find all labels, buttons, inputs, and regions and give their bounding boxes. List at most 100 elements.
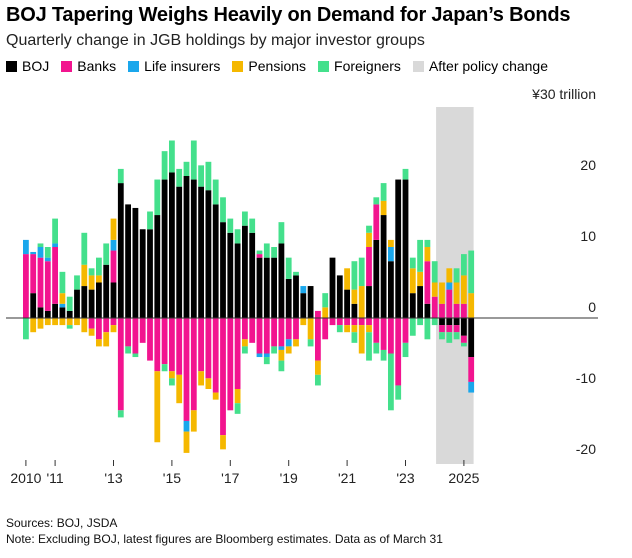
bar-foreigners-q56 <box>431 261 438 283</box>
bar-foreigners-q17 <box>147 211 153 230</box>
bar-banks-neg-q25 <box>205 318 212 379</box>
legend-item-banks: Banks <box>61 58 116 74</box>
bar-pensions-q5 <box>59 293 66 304</box>
bar-boj-q17 <box>147 229 153 318</box>
bar-boj-q37 <box>293 275 299 318</box>
bar-pensions-neg-q10 <box>96 339 102 347</box>
legend-swatch-pensions <box>232 60 244 72</box>
bar-banks-neg-q35 <box>278 318 285 347</box>
bar-pensions-neg-q8 <box>81 318 88 333</box>
bar-banks-neg-q12 <box>110 318 117 326</box>
bar-foreigners-neg-q56 <box>431 318 438 326</box>
x-tick-label: '21 <box>338 470 356 486</box>
bar-pensions-q44 <box>344 268 350 290</box>
bar-banks-neg-q30 <box>242 318 248 340</box>
bar-banks-neg-q52 <box>402 318 409 343</box>
bar-banks-neg-q49 <box>380 318 387 350</box>
bar-boj-neg-q61 <box>468 318 475 358</box>
bar-boj-q7 <box>74 289 80 318</box>
bar-boj-neg-q58 <box>446 318 453 326</box>
legend-swatch-banks <box>61 60 73 72</box>
bar-banks-neg-q40 <box>315 318 321 361</box>
legend: BOJ Banks Life insurers Pensions Foreign… <box>6 58 560 74</box>
bar-foreigners-neg-q55 <box>424 318 431 340</box>
x-tick-label: '13 <box>104 470 122 486</box>
bar-foreigners-neg-q13 <box>117 410 124 418</box>
footer-sources: Sources: BOJ, JSDA <box>6 516 118 530</box>
bar-boj-q45 <box>351 303 358 318</box>
bar-boj-q15 <box>132 207 139 318</box>
bar-boj-q4 <box>52 303 58 318</box>
bar-pensions-neg-q4 <box>52 318 58 326</box>
bar-boj-q21 <box>176 186 183 318</box>
bar-banks-q59 <box>453 303 460 318</box>
bar-pensions-neg-q2 <box>37 318 44 329</box>
bar-banks-q58 <box>446 289 453 318</box>
bar-boj-q28 <box>227 232 234 318</box>
bar-foreigners-neg-q50 <box>388 353 394 411</box>
bar-foreigners-q28 <box>227 218 234 233</box>
bar-banks-neg-q42 <box>329 318 336 326</box>
bar-life-insurers-q5 <box>59 303 66 308</box>
bar-foreigners-neg-q60 <box>461 342 467 347</box>
bar-foreigners-neg-q47 <box>366 332 372 361</box>
bar-boj-q26 <box>212 204 219 318</box>
bar-pensions-q58 <box>446 268 453 283</box>
y-tick-label: -20 <box>576 441 596 457</box>
bar-banks-neg-q46 <box>358 318 365 326</box>
bar-banks-neg-q57 <box>439 325 445 333</box>
bar-foreigners-q61 <box>468 250 475 294</box>
bar-boj-q44 <box>344 289 350 318</box>
bar-banks-neg-q34 <box>271 318 277 347</box>
bar-boj-q8 <box>81 286 88 318</box>
bar-banks-q57 <box>439 303 445 318</box>
legend-label-life-insurers: Life insurers <box>144 58 221 74</box>
bar-pensions-q8 <box>81 264 88 287</box>
bar-banks-q48 <box>373 204 380 240</box>
bar-life-insurers-neg-q36 <box>285 339 292 347</box>
bar-foreigners-neg-q39 <box>307 339 314 347</box>
legend-label-banks: Banks <box>77 58 117 74</box>
y-tick-label: ¥30 trillion <box>531 86 596 102</box>
bar-banks-neg-q60 <box>461 335 467 343</box>
bar-pensions-neg-q22 <box>183 431 190 453</box>
bar-banks-q55 <box>424 261 431 304</box>
bar-foreigners-q24 <box>198 165 204 187</box>
legend-item-pensions: Pensions <box>232 58 306 74</box>
legend-swatch-after-policy-change <box>412 60 424 72</box>
bar-foreigners-q26 <box>212 179 219 205</box>
bar-foreigners-neg-q14 <box>125 346 131 354</box>
x-tick-label: '23 <box>396 470 414 486</box>
bar-foreigners-q29 <box>234 229 241 244</box>
bar-pensions-neg-q47 <box>366 325 372 333</box>
bar-pensions-q46 <box>358 286 365 318</box>
bar-banks-neg-q18 <box>154 318 161 372</box>
bar-banks-neg-q43 <box>336 318 343 326</box>
bar-banks-neg-q21 <box>176 318 183 375</box>
bar-boj-q30 <box>242 225 248 318</box>
bar-foreigners-neg-q58 <box>446 332 453 343</box>
bar-foreigners-q36 <box>285 257 292 279</box>
bar-foreigners-q35 <box>278 222 285 244</box>
bar-boj-q43 <box>336 275 343 318</box>
bar-pensions-neg-q35 <box>278 349 285 361</box>
bar-boj-q12 <box>110 282 117 318</box>
x-tick-label: '11 <box>46 470 63 486</box>
bar-foreigners-q31 <box>249 218 256 233</box>
bar-pensions-q45 <box>351 289 358 304</box>
bar-boj-q55 <box>424 303 431 318</box>
bar-banks-neg-q20 <box>169 318 175 372</box>
bar-boj-q51 <box>395 179 402 318</box>
bar-boj-q18 <box>154 215 161 318</box>
bar-banks-neg-q48 <box>373 318 380 343</box>
bar-foreigners-q52 <box>402 168 409 180</box>
bar-banks-neg-q24 <box>198 318 204 372</box>
bar-banks-neg-q50 <box>388 318 394 354</box>
bar-foreigners-q19 <box>161 151 168 180</box>
y-tick-label: 0 <box>588 299 596 315</box>
bar-foreigners-q22 <box>183 161 190 176</box>
bar-pensions-q49 <box>380 200 387 216</box>
bar-banks-q47 <box>366 247 372 287</box>
bar-foreigners-q8 <box>81 232 88 265</box>
bar-foreigners-neg-q52 <box>402 342 409 358</box>
